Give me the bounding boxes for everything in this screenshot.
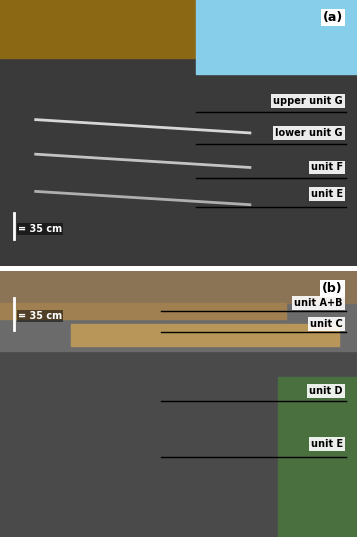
Text: unit F: unit F [311,163,343,172]
Text: unit D: unit D [309,386,343,396]
Bar [71,324,339,346]
Bar [0,271,357,303]
Text: unit C: unit C [310,320,343,329]
Bar [0,303,286,319]
Bar [0,0,357,59]
Text: lower unit G: lower unit G [275,128,343,138]
Bar [196,0,357,75]
Text: (b): (b) [322,282,343,295]
Text: upper unit G: upper unit G [273,96,343,106]
Text: (a): (a) [322,11,343,24]
Text: unit E: unit E [311,189,343,199]
Text: unit A+B: unit A+B [294,298,343,308]
Bar [278,378,357,537]
Bar [0,271,357,351]
Text: unit E: unit E [311,439,343,449]
Text: = 35 cm: = 35 cm [18,311,62,321]
Text: = 35 cm: = 35 cm [18,223,62,234]
